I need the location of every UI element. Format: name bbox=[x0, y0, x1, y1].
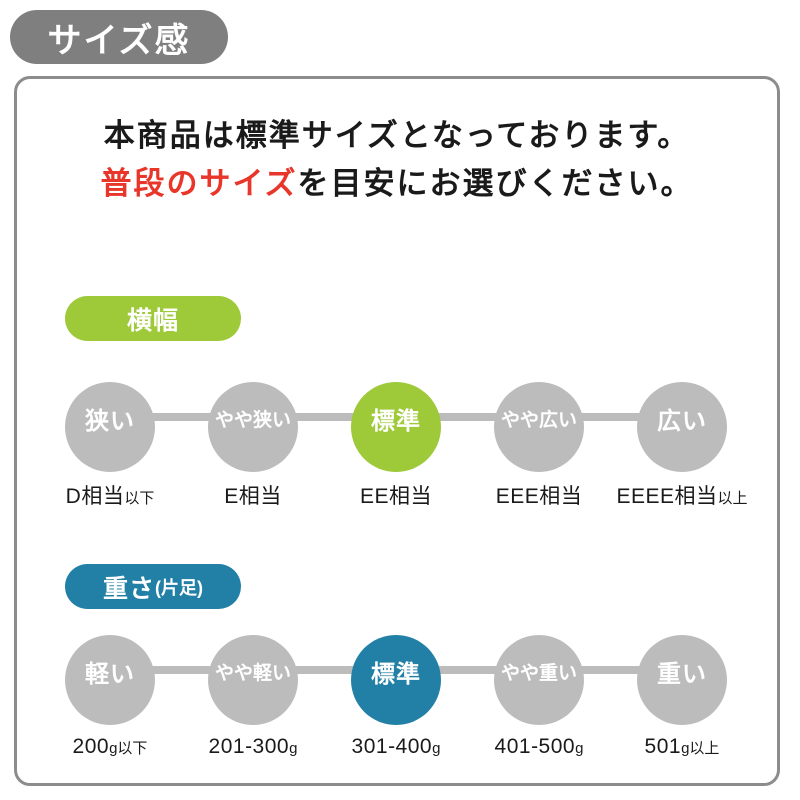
weight-label-401-500g: 401-500 g bbox=[494, 735, 584, 758]
width-scale-circle-slightly-wide-label: やや広い bbox=[500, 409, 577, 431]
width-scale-circle-slightly-wide: やや広い bbox=[494, 382, 584, 472]
weight-scale-circle-heavy: 重い bbox=[637, 635, 727, 725]
weight-scale-circle-slightly-heavy: やや重い bbox=[494, 635, 584, 725]
weight-label-301-400g: 301-400 g bbox=[351, 735, 441, 758]
intro-text: 本商品は標準サイズとなっております。 普段のサイズを目安にお選びください。 bbox=[17, 112, 777, 208]
width-scale-circle-wide-label: 広い bbox=[657, 407, 707, 435]
intro-line-1: 本商品は標準サイズとなっております。 bbox=[103, 118, 691, 153]
width-scale-circle-slightly-narrow: やや狭い bbox=[208, 382, 298, 472]
weight-section-pill: 重さ (片足) bbox=[65, 564, 241, 609]
weight-scale-circle-slightly-light-label: やや軽い bbox=[214, 662, 291, 684]
weight-section-pill-label: 重さ bbox=[102, 574, 155, 603]
weight-scale-circle-light: 軽い bbox=[65, 635, 155, 725]
weight-label-over-501g: 501 g以上 bbox=[644, 735, 720, 758]
width-scale-row: 狭い やや狭い 標準 やや広い 広い bbox=[65, 382, 727, 472]
weight-scale-circle-slightly-light: やや軽い bbox=[208, 635, 298, 725]
weight-section-pill-sublabel: (片足) bbox=[155, 577, 203, 598]
width-scale-circle-narrow: 狭い bbox=[65, 382, 155, 472]
weight-label-201-300g: 201-300 g bbox=[208, 735, 298, 758]
weight-scale-circle-slightly-heavy-label: やや重い bbox=[500, 662, 577, 684]
weight-label-under-200g: 200 g以下 bbox=[72, 735, 148, 758]
width-label-e: E相当 bbox=[224, 485, 282, 508]
width-label-eee: EEE相当 bbox=[495, 485, 583, 508]
intro-line-2-highlight: 普段のサイズ bbox=[100, 166, 298, 201]
width-scale-labels: D相当 以下 E相当 EE相当 EEE相当 EEEE相当 以上 bbox=[65, 480, 748, 510]
size-feel-badge: サイズ感 bbox=[10, 10, 228, 64]
width-section-pill: 横幅 bbox=[65, 296, 241, 341]
weight-scale-circle-light-label: 軽い bbox=[85, 660, 135, 688]
weight-scale-circle-standard-active: 標準 bbox=[351, 635, 441, 725]
width-scale-circle-standard-active: 標準 bbox=[351, 382, 441, 472]
width-scale-circle-wide: 広い bbox=[637, 382, 727, 472]
width-label-ee: EE相当 bbox=[359, 485, 432, 508]
weight-scale-labels: 200 g以下 201-300 g 301-400 g 401-500 g 501 g以上 bbox=[65, 735, 727, 759]
width-section-pill-label: 横幅 bbox=[126, 306, 179, 335]
width-label-eeee: EEEE相当 以上 bbox=[616, 485, 748, 508]
weight-scale-row: 軽い やや軽い 標準 やや重い 重い bbox=[65, 635, 727, 725]
width-label-d: D相当 以下 bbox=[65, 485, 155, 508]
size-feel-badge-label: サイズ感 bbox=[47, 21, 191, 60]
width-scale-circle-slightly-narrow-label: やや狭い bbox=[214, 409, 291, 431]
intro-line-2: 普段のサイズを目安にお選びください。 bbox=[17, 160, 777, 208]
size-info-panel: 本商品は標準サイズとなっております。 普段のサイズを目安にお選びください。 横幅… bbox=[14, 76, 780, 786]
intro-line-2-rest: を目安にお選びください。 bbox=[297, 166, 694, 201]
width-scale-circle-narrow-label: 狭い bbox=[85, 407, 135, 435]
weight-scale-circle-standard-label: 標準 bbox=[371, 660, 421, 688]
weight-scale-circle-heavy-label: 重い bbox=[657, 660, 707, 688]
width-scale-circle-standard-label: 標準 bbox=[371, 407, 421, 435]
